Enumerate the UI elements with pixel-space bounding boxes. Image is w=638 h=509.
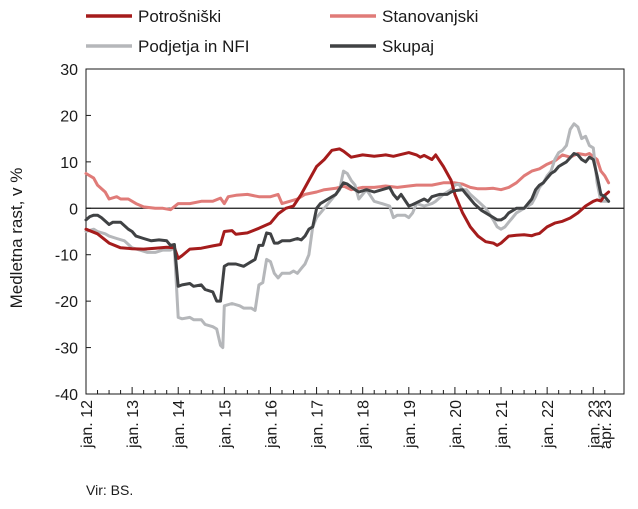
- y-axis-label: Medletna rast, v %: [7, 168, 26, 309]
- x-tick-label: jan. 17: [310, 400, 327, 449]
- series-layer: [84, 122, 611, 350]
- y-tick-label: -40: [55, 387, 78, 404]
- x-axis: jan. 12 jan. 13 jan. 14 jan. 15 jan. 16 jan. …: [79, 387, 615, 449]
- source-note: Vir: BS.: [86, 482, 134, 498]
- series-line-1: [84, 152, 611, 212]
- x-tick-label: jan. 13: [125, 400, 142, 449]
- y-tick-label: 30: [60, 62, 78, 79]
- y-axis: -40 -30 -20 -10 0 10 20 30: [55, 62, 91, 404]
- y-tick-label: 20: [60, 108, 78, 125]
- series-line-3: [84, 152, 611, 303]
- series-line-0: [84, 147, 611, 260]
- y-tick-label: -30: [55, 341, 78, 358]
- legend-label: Skupaj: [382, 37, 434, 56]
- x-tick-label: jan. 12: [79, 400, 96, 449]
- x-tick-label: jan. 23: [586, 400, 603, 449]
- x-tick-label: jan. 18: [356, 400, 373, 449]
- x-tick-label: apr. 23: [598, 400, 615, 449]
- y-tick-label: 10: [60, 155, 78, 172]
- legend-label: Podjetja in NFI: [138, 37, 250, 56]
- y-tick-label: -20: [55, 294, 78, 311]
- x-tick-label: jan. 14: [171, 400, 188, 449]
- x-tick-label: jan. 20: [448, 400, 465, 449]
- x-tick-label: jan. 16: [263, 400, 280, 449]
- legend-label: Potrošniški: [138, 7, 221, 26]
- x-tick-label: jan. 19: [402, 400, 419, 449]
- x-tick-label: jan. 15: [217, 400, 234, 449]
- x-tick-label: jan. 22: [540, 400, 557, 449]
- x-tick-label: jan. 21: [494, 400, 511, 449]
- chart-legend: Potrošniški Stanovanjski Podjetja in NFI Sk…: [86, 7, 478, 56]
- legend-label: Stanovanjski: [382, 7, 478, 26]
- y-tick-label: -10: [55, 248, 78, 265]
- y-tick-label: 0: [69, 201, 78, 218]
